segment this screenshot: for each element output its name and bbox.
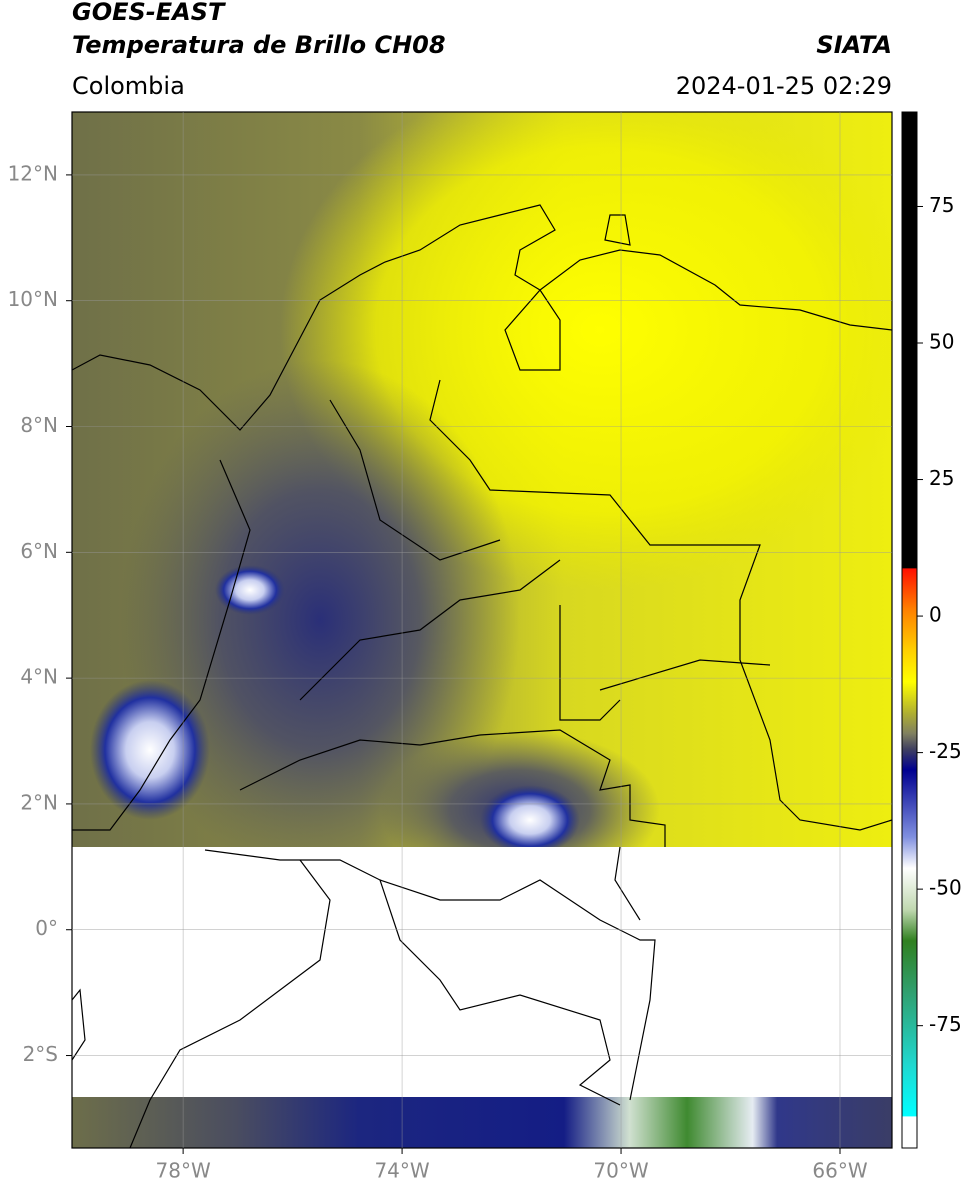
colorbar-tick-label: -75 xyxy=(929,1012,962,1036)
map-image xyxy=(72,112,892,1148)
colorbar-tick-label: 0 xyxy=(929,603,942,627)
colorbar-tick-label: 25 xyxy=(929,466,954,490)
y-tick-label: 2°N xyxy=(20,790,58,814)
colorbar-tick-label: -50 xyxy=(929,876,962,900)
x-tick-label: 70°W xyxy=(593,1159,648,1183)
y-tick-label: 8°N xyxy=(20,413,58,437)
y-tick-label: 4°N xyxy=(20,665,58,689)
colorbar-tick-label: 50 xyxy=(929,330,954,354)
y-tick-label: 10°N xyxy=(8,287,58,311)
source: SIATA xyxy=(816,31,892,59)
title: GOES-EAST xyxy=(72,0,226,26)
y-tick-label: 6°N xyxy=(20,539,58,563)
x-tick-label: 66°W xyxy=(812,1159,867,1183)
y-tick-label: 0° xyxy=(35,916,58,940)
y-tick-label: 12°N xyxy=(8,161,58,185)
y-tick-label: 2°S xyxy=(23,1042,58,1066)
subtitle: Temperatura de Brillo CH08 xyxy=(72,31,446,59)
colorbar-tick-label: -25 xyxy=(929,739,962,763)
colorbar-tick-label: 75 xyxy=(929,193,954,217)
region: Colombia xyxy=(72,72,185,100)
datetime: 2024-01-25 02:29 xyxy=(676,72,892,100)
grid xyxy=(72,112,892,1148)
colorbar xyxy=(901,111,918,1149)
x-tick-label: 74°W xyxy=(374,1159,429,1183)
map-frame xyxy=(71,111,893,1149)
x-tick-label: 78°W xyxy=(156,1159,211,1183)
